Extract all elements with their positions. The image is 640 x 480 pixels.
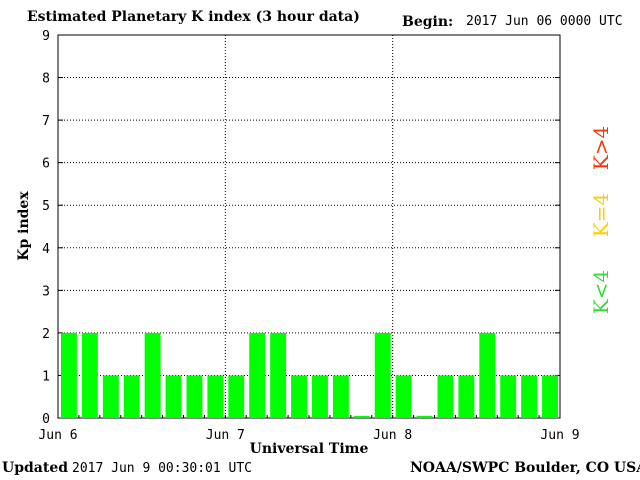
- y-axis-label: Kp index: [16, 191, 32, 261]
- x-tick-label: Jun 7: [206, 428, 245, 443]
- kp-bar-19: [437, 375, 454, 418]
- kp-bar-8: [207, 375, 224, 418]
- y-tick-label: 2: [42, 327, 50, 342]
- y-tick-label: 9: [42, 29, 50, 44]
- y-tick-label: 6: [42, 157, 50, 172]
- y-tick-label: 5: [42, 199, 50, 214]
- y-tick-label: 7: [42, 114, 50, 129]
- kp-bar-22: [500, 375, 517, 418]
- kp-bar-2: [81, 332, 98, 418]
- kp-bar-17: [395, 375, 412, 418]
- kp-bar-12: [291, 375, 307, 418]
- updated-label: Updated: [2, 460, 69, 476]
- kp-bar-20: [458, 375, 475, 418]
- y-tick-label: 1: [42, 369, 50, 384]
- legend-item-1: K<4: [589, 270, 613, 314]
- y-tick-label: 8: [42, 72, 50, 87]
- x-tick-label: Jun 6: [38, 428, 77, 443]
- kp-bar-14: [332, 375, 349, 418]
- kp-bar-4: [123, 375, 140, 418]
- kp-bar-9: [228, 375, 245, 418]
- kp-bar-18: [416, 415, 433, 418]
- legend-item-3: K>4: [589, 126, 613, 170]
- kp-bar-3: [102, 375, 119, 418]
- kp-bar-7: [186, 375, 203, 418]
- x-tick-label: Jun 8: [373, 428, 412, 443]
- y-tick-label: 0: [42, 412, 50, 427]
- y-tick-label: 4: [42, 242, 50, 257]
- kp-bar-11: [270, 332, 287, 418]
- kp-bar-1: [61, 332, 77, 418]
- kp-bar-23: [521, 375, 538, 418]
- updated-timestamp: 2017 Jun 9 00:30:01 UTC: [72, 461, 253, 476]
- kp-bar-6: [165, 375, 182, 418]
- kp-bar-24: [542, 375, 558, 418]
- kp-bar-5: [144, 332, 161, 418]
- x-tick-label: Jun 9: [540, 428, 579, 443]
- begin-value: 2017 Jun 06 0000 UTC: [466, 14, 623, 29]
- kp-bar-13: [312, 375, 328, 418]
- x-axis-label: Universal Time: [250, 441, 369, 457]
- kp-bar-21: [479, 332, 496, 418]
- kp-bar-10: [249, 332, 266, 418]
- plot-frame: [57, 34, 561, 419]
- kp-bar-16: [374, 332, 391, 418]
- y-tick-label: 3: [42, 284, 50, 299]
- source-credit: NOAA/SWPC Boulder, CO USA: [410, 460, 640, 476]
- begin-label: Begin:: [402, 14, 454, 30]
- kp-bar-15: [353, 415, 370, 418]
- chart-title: Estimated Planetary K index (3 hour data…: [27, 9, 360, 25]
- legend-item-2: K=4: [589, 193, 613, 237]
